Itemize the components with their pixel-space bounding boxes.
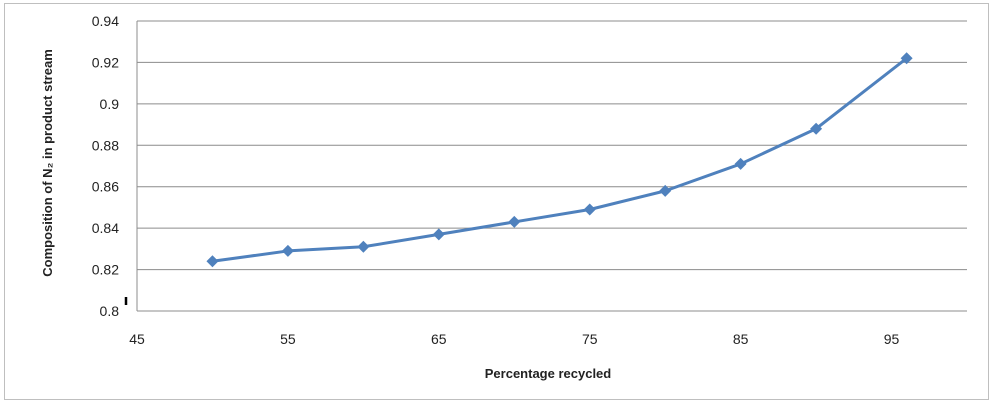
x-tick-label: 55 bbox=[280, 331, 296, 347]
data-point-marker bbox=[432, 228, 445, 241]
data-series bbox=[206, 52, 913, 268]
data-point-marker bbox=[583, 203, 596, 216]
y-tick-label: 0.84 bbox=[92, 220, 119, 236]
y-axis-title: Composition of N₂ in product stream bbox=[40, 49, 55, 277]
grid-lines bbox=[137, 20, 967, 271]
series-line bbox=[212, 57, 908, 263]
y-tick-label: 0.88 bbox=[92, 137, 119, 153]
data-point-marker bbox=[206, 255, 219, 268]
x-tick-labels: 45 55 65 75 85 95 bbox=[129, 331, 899, 347]
data-point-marker bbox=[508, 215, 521, 228]
y-tick-label: 0.8 bbox=[100, 303, 120, 319]
y-tick-label: 0.94 bbox=[92, 13, 119, 29]
y-tick-label: 0.86 bbox=[92, 179, 119, 195]
data-point-marker bbox=[810, 122, 823, 135]
x-tick-label: 85 bbox=[733, 331, 749, 347]
data-point-marker bbox=[900, 52, 913, 65]
data-point-marker bbox=[281, 244, 294, 257]
x-tick-label: 65 bbox=[431, 331, 447, 347]
x-tick-label: 45 bbox=[129, 331, 145, 347]
x-axis-title: Percentage recycled bbox=[485, 366, 612, 381]
data-point-marker bbox=[357, 240, 370, 253]
y-tick-label: 0.92 bbox=[92, 54, 119, 70]
x-tick-label: 75 bbox=[582, 331, 598, 347]
data-point-marker bbox=[734, 157, 747, 170]
axes bbox=[124, 21, 967, 312]
x-tick-label: 95 bbox=[884, 331, 900, 347]
y-tick-label: 0.9 bbox=[100, 96, 120, 112]
y-tick-labels: 0.8 0.82 0.84 0.86 0.88 0.9 0.92 0.94 bbox=[92, 13, 119, 319]
y-tick-label: 0.82 bbox=[92, 262, 119, 278]
data-point-marker bbox=[659, 184, 672, 197]
chart-frame bbox=[4, 3, 989, 400]
